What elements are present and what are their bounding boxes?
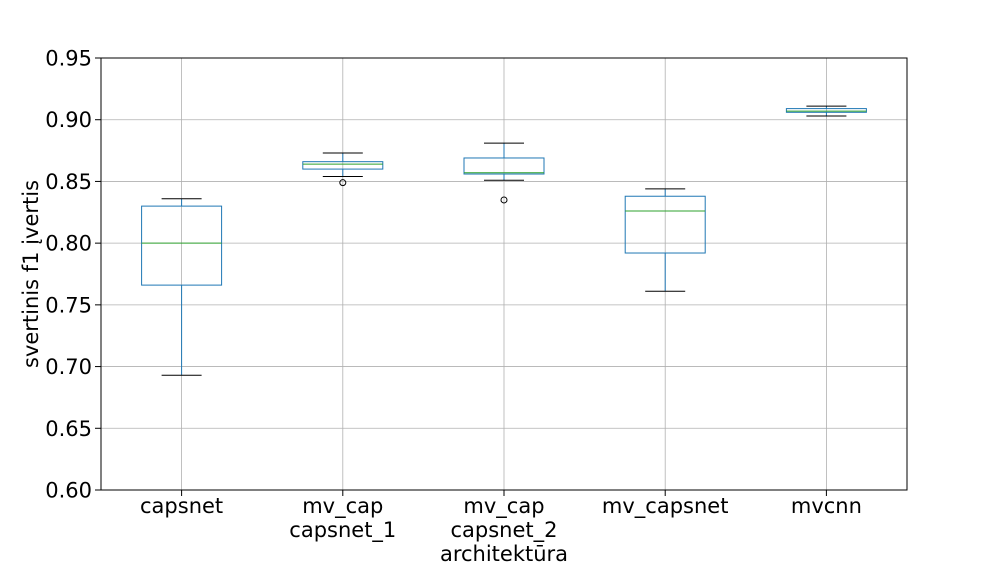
box-group xyxy=(785,105,867,117)
y-tick-label: 0.70 xyxy=(45,355,92,379)
grid-lines xyxy=(101,57,907,491)
x-tick-label-line: mvcnn xyxy=(791,494,862,518)
x-tick-label-line: mv_cap xyxy=(463,494,544,519)
y-axis-ticks: 0.60 0.65 0.70 0.75 0.80 0.85 0.90 0.95 xyxy=(45,47,101,503)
y-tick-label: 0.60 xyxy=(45,479,92,503)
y-tick-label: 0.90 xyxy=(45,108,92,132)
outlier-point xyxy=(339,179,347,187)
box-group xyxy=(624,188,706,292)
x-tick-label-line: capsnet_2 xyxy=(450,518,557,543)
box xyxy=(785,108,867,113)
x-tick-label: mv_cap capsnet_2 xyxy=(450,494,557,543)
y-tick-label: 0.80 xyxy=(45,232,92,256)
box xyxy=(463,157,545,175)
y-tick-label: 0.75 xyxy=(45,293,92,317)
y-tick-label: 0.85 xyxy=(45,170,92,194)
box xyxy=(624,195,706,254)
box-group xyxy=(141,198,223,376)
box-plots xyxy=(141,105,867,376)
y-axis-label: svertinis f1 įvertis xyxy=(19,180,43,368)
x-tick-label-line: mv_capsnet xyxy=(602,494,729,519)
box-group xyxy=(302,152,384,187)
box xyxy=(302,161,384,170)
x-axis-ticks: capsnet mv_cap capsnet_1mv_cap capsnet_2mv_… xyxy=(140,490,862,543)
outlier-point xyxy=(500,196,508,204)
x-axis-label: architektūra xyxy=(440,542,568,566)
y-tick-label: 0.65 xyxy=(45,417,92,441)
box xyxy=(141,205,223,286)
x-tick-label: mv_capsnet xyxy=(602,494,729,519)
x-tick-label-line: capsnet xyxy=(140,494,223,518)
box-group xyxy=(463,142,545,204)
y-tick-label: 0.95 xyxy=(45,47,92,71)
x-tick-label: mvcnn xyxy=(791,494,862,518)
x-tick-label-line: capsnet_1 xyxy=(289,518,396,543)
x-tick-label-line: mv_cap xyxy=(302,494,383,519)
x-tick-label: mv_cap capsnet_1 xyxy=(289,494,396,543)
x-tick-label: capsnet xyxy=(140,494,223,518)
